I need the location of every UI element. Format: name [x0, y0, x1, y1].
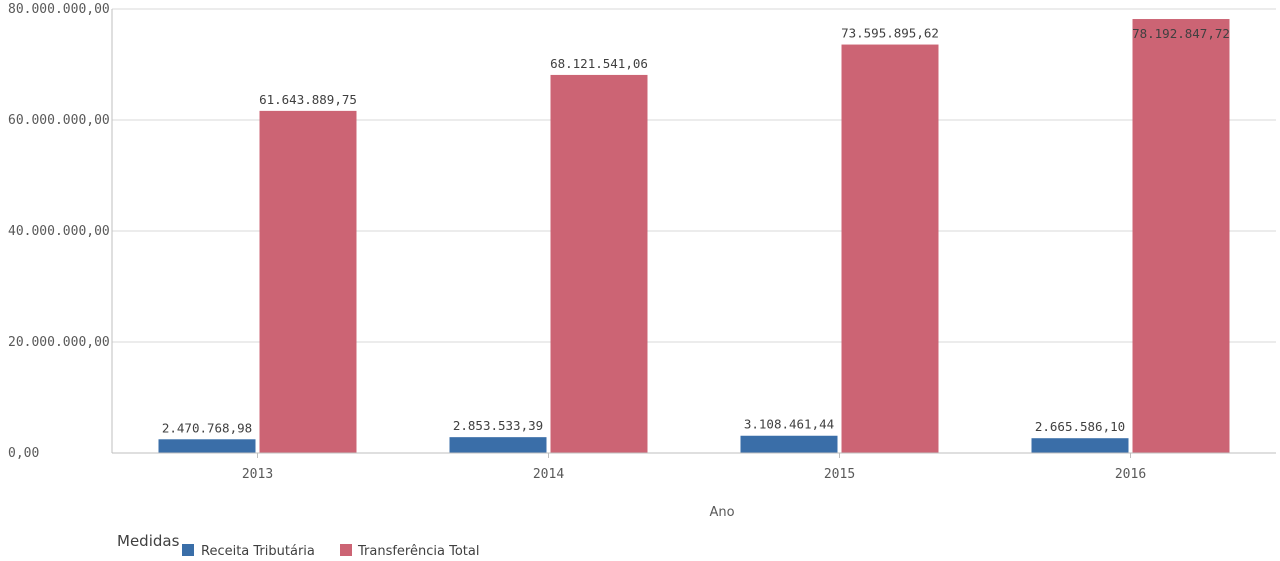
x-axis: 2013 2014 2015 2016: [112, 452, 1276, 482]
y-tick-label: 80.000.000,00: [8, 2, 110, 17]
data-label: 78.192.847,72: [1132, 26, 1230, 41]
x-tick-label: 2013: [242, 467, 273, 482]
legend-entry-receita[interactable]: Receita Tributária: [201, 544, 315, 559]
data-label: 2.470.768,98: [162, 420, 252, 435]
y-tick-label: 0,00: [8, 446, 39, 461]
data-label: 61.643.889,75: [259, 92, 357, 107]
y-tick-label: 20.000.000,00: [8, 335, 110, 350]
y-axis: 0,00 20.000.000,00 40.000.000,00 60.000.000…: [8, 2, 113, 461]
x-tick-label: 2014: [533, 467, 564, 482]
data-label: 73.595.895,62: [841, 26, 939, 41]
bar-receita-2013[interactable]: [158, 439, 256, 453]
bar-transferencia-2016[interactable]: [1132, 19, 1230, 454]
x-tick-label: 2016: [1115, 467, 1146, 482]
data-label: 2.665.586,10: [1035, 419, 1125, 434]
bar-transferencia-2014[interactable]: [550, 74, 648, 453]
data-label: 2.853.533,39: [453, 418, 543, 433]
legend-swatch-receita: [182, 544, 194, 556]
x-axis-title: Ano: [709, 505, 734, 520]
bar-transferencia-2015[interactable]: [841, 44, 939, 453]
data-labels: 2.470.768,98 61.643.889,75 2.853.533,39 68.…: [162, 26, 1230, 436]
data-label: 68.121.541,06: [550, 56, 648, 71]
x-tick-label: 2015: [824, 467, 855, 482]
legend-swatch-transferencia: [340, 544, 352, 556]
data-label: 3.108.461,44: [744, 417, 834, 432]
legend[interactable]: Medidas Receita Tributária Transferência…: [117, 532, 479, 559]
bar-transferencia-2013[interactable]: [259, 110, 357, 454]
y-tick-label: 40.000.000,00: [8, 224, 110, 239]
bar-receita-2016[interactable]: [1031, 438, 1129, 453]
bar-receita-2015[interactable]: [740, 435, 838, 453]
bar-receita-2014[interactable]: [449, 437, 547, 453]
legend-title: Medidas: [117, 532, 180, 550]
bars: [158, 19, 1230, 454]
y-tick-label: 60.000.000,00: [8, 113, 110, 128]
legend-entry-transferencia[interactable]: Transferência Total: [357, 544, 479, 559]
